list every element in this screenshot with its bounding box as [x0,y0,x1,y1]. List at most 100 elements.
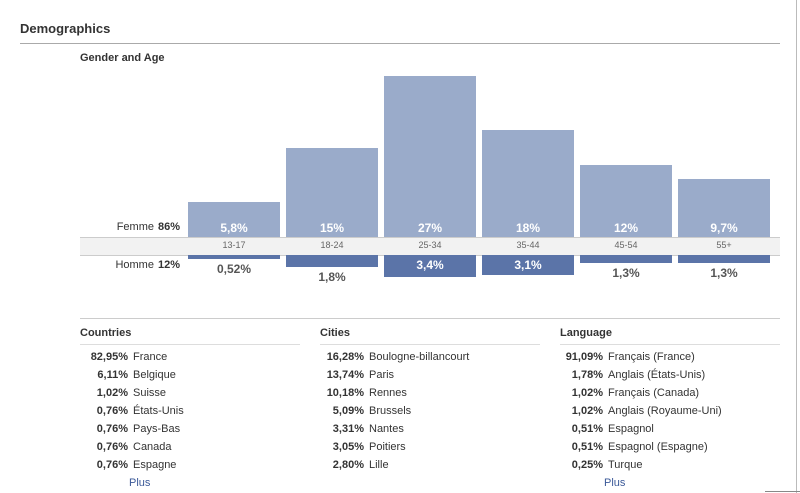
language-row: 0,51% Espagnol [560,423,654,435]
language-row: 0,25% Turque [560,459,643,471]
countries-row-percent: 0,76% [96,459,128,471]
homme-bar-label: 1,8% [318,270,346,284]
cities-row-percent: 3,05% [332,441,364,453]
femme-bar [580,165,672,237]
femme-bar-label: 27% [417,221,443,235]
femme-bar [188,202,280,237]
section-divider [80,318,780,319]
homme-total: 12% [157,259,180,271]
page-title: Demographics [20,21,111,36]
cities-row-name: Paris [369,369,395,381]
countries-row-name: Suisse [133,387,167,399]
femme-bar [482,130,574,237]
cities-row-percent: 16,28% [326,351,364,363]
cities-title: Cities [320,327,350,339]
language-row-name: Turque [608,459,643,471]
countries-row-name: Belgique [133,369,176,381]
age-group-label: 45-54 [614,240,638,250]
cities-row: 2,80% Lille [320,459,389,471]
countries-title-divider [80,344,300,345]
language-row-percent: 0,51% [571,423,603,435]
language-row-name: Espagnol [608,423,654,435]
cities-row: 3,05% Poitiers [320,441,406,453]
cities-row-name: Poitiers [369,441,406,453]
window-corner [765,491,800,492]
countries-row-percent: 0,76% [96,423,128,435]
language-row-name: Anglais (États-Unis) [608,369,706,381]
femme-bar-label: 18% [515,221,541,235]
homme-bar [678,255,770,263]
countries-row-percent: 82,95% [90,351,128,363]
countries-row-name: Canada [133,441,172,453]
countries-row-name: États-Unis [133,405,184,417]
language-row: 1,02% Anglais (Royaume-Uni) [560,405,722,417]
cities-row-percent: 5,09% [332,405,364,417]
cities-row: 13,74% Paris [320,369,394,381]
language-title: Language [560,327,612,339]
window-edge [796,0,797,493]
language-more-link[interactable]: Plus [604,477,626,489]
cities-row: 16,28% Boulogne-billancourt [320,351,470,363]
cities-row-name: Boulogne-billancourt [369,351,470,363]
countries-row-percent: 0,76% [96,405,128,417]
homme-bar-label: 3,4% [416,258,444,272]
homme-label: Homme [115,259,154,271]
homme-bar-label: 3,1% [514,258,542,272]
cities-row-percent: 13,74% [326,369,364,381]
age-group-label: 55+ [716,240,732,250]
countries-row: 6,11% Belgique [80,369,176,381]
title-divider [20,43,780,44]
cities-row-percent: 2,80% [332,459,364,471]
language-title-divider [560,344,780,345]
countries-row: 0,76% États-Unis [80,405,184,417]
countries-row: 0,76% Canada [80,441,172,453]
femme-bar-label: 9,7% [710,221,738,235]
age-group-label: 18-24 [320,240,344,250]
homme-bar [482,255,574,275]
cities-row-percent: 10,18% [326,387,364,399]
femme-label: Femme [116,221,154,233]
countries-row-percent: 0,76% [96,441,128,453]
femme-bar-label: 12% [613,221,639,235]
countries-row-percent: 6,11% [97,369,128,381]
language-row: 1,02% Français (Canada) [560,387,699,399]
cities-row-percent: 3,31% [332,423,364,435]
homme-bar [286,255,378,267]
countries-row: 1,02% Suisse [80,387,166,399]
countries-more-link[interactable]: Plus [129,477,151,489]
language-row: 0,51% Espagnol (Espagne) [560,441,708,453]
countries-row: 0,76% Espagne [80,459,177,471]
language-row-percent: 0,51% [571,441,603,453]
language-row-name: Français (Canada) [608,387,700,399]
femme-bar-label: 15% [319,221,345,235]
cities-row-name: Nantes [369,423,404,435]
countries-row-percent: 1,02% [96,387,128,399]
language-row-percent: 1,78% [571,369,603,381]
cities-row-name: Lille [369,459,389,471]
homme-bar-label: 0,52% [216,262,252,276]
language-row-percent: 0,25% [571,459,603,471]
cities-row-name: Brussels [369,405,412,417]
femme-bar [678,179,770,237]
homme-bar [188,255,280,259]
countries-row: 82,95% France [80,351,168,363]
countries-title: Countries [80,327,132,339]
language-row-name: Espagnol (Espagne) [608,441,708,453]
language-row-percent: 1,02% [571,387,603,399]
homme-bar-label: 1,3% [710,266,738,280]
language-row-name: Français (France) [608,351,695,363]
age-group-label: 13-17 [222,240,246,250]
cities-row-name: Rennes [369,387,407,399]
age-group-label: 35-44 [516,240,540,250]
cities-row: 5,09% Brussels [320,405,411,417]
homme-bar [580,255,672,263]
femme-bar-label: 5,8% [220,221,248,235]
cities-row: 3,31% Nantes [320,423,404,435]
cities-row: 10,18% Rennes [320,387,407,399]
femme-legend: Femme 86% [80,221,180,233]
femme-total: 86% [157,221,180,233]
language-row: 1,78% Anglais (États-Unis) [560,369,705,381]
countries-row-name: France [133,351,168,363]
language-row-percent: 91,09% [565,351,603,363]
countries-row-name: Pays-Bas [133,423,181,435]
